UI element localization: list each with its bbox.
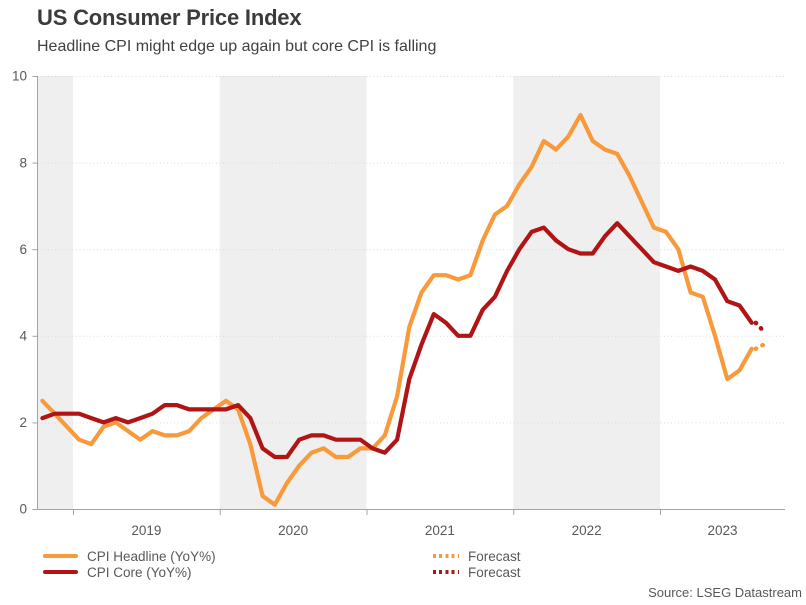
source-label: Source: LSEG Datastream — [648, 585, 802, 600]
y-tick-label-2: 2 — [19, 415, 27, 430]
x-tick-label-2021: 2021 — [425, 523, 455, 538]
chart-subtitle: Headline CPI might edge up again but cor… — [37, 38, 437, 55]
shaded-band-2022 — [513, 76, 660, 510]
legend-item-headline: CPI Headline (YoY%) — [43, 548, 216, 564]
legend-item-forecast-core: Forecast — [433, 564, 521, 580]
legend-label-core: CPI Core (YoY%) — [87, 564, 192, 580]
legend-item-core: CPI Core (YoY%) — [43, 564, 192, 580]
headline-line — [40, 112, 754, 507]
headline-forecast-swatch — [433, 554, 459, 558]
shaded-band-2020 — [219, 76, 367, 510]
core-line-swatch — [43, 570, 78, 574]
y-tick-label-8: 8 — [19, 155, 27, 170]
y-tick-label-6: 6 — [19, 242, 27, 257]
core-forecast-swatch — [433, 570, 459, 574]
headline-forecast-dots — [753, 342, 767, 351]
y-tick-label-4: 4 — [19, 329, 27, 344]
x-tick-label-2019: 2019 — [131, 523, 161, 538]
legend-label-headline: CPI Headline (YoY%) — [87, 548, 216, 564]
headline-line-swatch — [43, 554, 78, 558]
shaded-band-2018 — [38, 76, 73, 510]
legend-item-forecast-headline: Forecast — [433, 548, 521, 564]
y-tick-label-10: 10 — [12, 69, 27, 84]
x-tick-label-2022: 2022 — [572, 523, 602, 538]
x-tick-label-2023: 2023 — [707, 523, 737, 538]
legend-label-forecast-core: Forecast — [468, 564, 521, 580]
core-forecast-dots — [753, 320, 767, 334]
x-tick-label-2020: 2020 — [278, 523, 308, 538]
core-line — [40, 221, 754, 460]
legend-label-forecast-headline: Forecast — [468, 548, 521, 564]
chart-title: US Consumer Price Index — [37, 5, 302, 30]
y-tick-label-0: 0 — [19, 502, 27, 517]
